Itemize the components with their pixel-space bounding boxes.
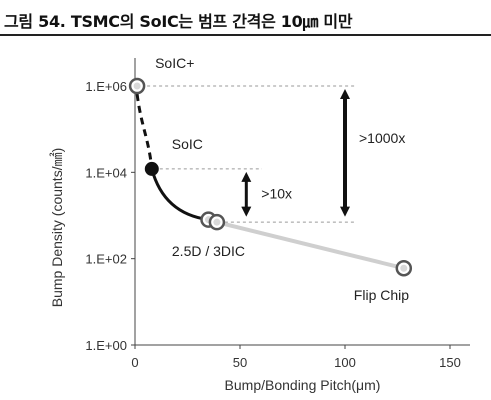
y-tick-label: 1.E+02 — [85, 252, 127, 267]
label-flip-chip: Flip Chip — [354, 287, 409, 303]
trend-segment-solid — [150, 168, 209, 222]
annotation-1000x: >1000x — [359, 130, 405, 146]
trend-segment-gray — [216, 220, 405, 271]
label-2-5d-3dic: 2.5D / 3DIC — [172, 243, 245, 259]
x-tick-label: 50 — [233, 355, 247, 370]
trend-segment-dashed — [135, 93, 154, 170]
y-tick-label: 1.E+00 — [85, 338, 127, 353]
label-soic: SoIC — [172, 136, 203, 152]
y-tick-label: 1.E+04 — [85, 165, 127, 180]
x-tick-label: 150 — [439, 355, 461, 370]
data-point-inner — [133, 82, 141, 90]
y-axis-label: Bump Density (counts/㎟) — [49, 148, 65, 308]
data-point-inner — [400, 264, 408, 272]
annotation-10x: >10x — [261, 185, 292, 201]
figure-header: 그림 54. TSMC의 SoIC는 범프 간격은 10㎛ 미만 — [0, 0, 491, 38]
x-tick-label: 100 — [334, 355, 356, 370]
y-tick-label: 1.E+06 — [85, 79, 127, 94]
data-point-soic — [144, 161, 159, 176]
x-axis-label: Bump/Bonding Pitch(μm) — [225, 377, 381, 393]
title-underline — [0, 34, 491, 36]
data-point-inner — [213, 218, 221, 226]
figure-title: 그림 54. TSMC의 SoIC는 범프 간격은 10㎛ 미만 — [4, 12, 353, 31]
label-soic-plus: SoIC+ — [155, 55, 194, 71]
x-tick-label: 0 — [131, 355, 138, 370]
